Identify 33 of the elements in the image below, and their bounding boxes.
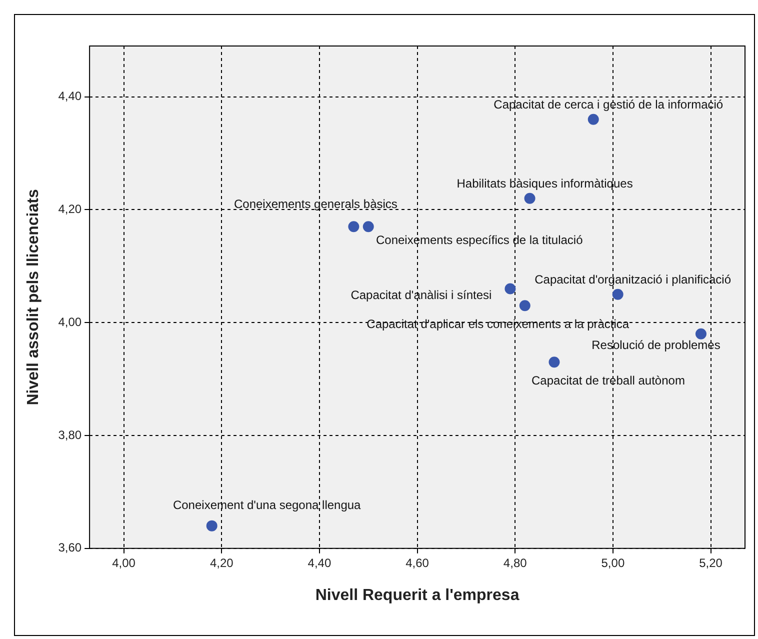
y-tick-label: 4,00 xyxy=(58,314,82,329)
x-tick-label: 4,40 xyxy=(308,556,332,570)
x-tick-label: 4,00 xyxy=(112,556,136,570)
y-tick-label: 3,80 xyxy=(58,428,82,442)
point xyxy=(548,356,560,368)
annotation: Capacitat d'anàlisi i síntesi xyxy=(350,288,492,302)
x-tick-label: 4,60 xyxy=(406,556,430,570)
point xyxy=(504,283,516,294)
y-tick-label: 3,60 xyxy=(58,540,82,555)
point xyxy=(519,300,530,312)
point xyxy=(612,288,624,300)
annotation: Habilitats bàsiques informàtiques xyxy=(456,176,633,191)
annotation: Capacitat de cerca i gestió de la informació xyxy=(494,98,724,112)
annotation: Coneixements específics de la titulació xyxy=(376,232,584,247)
point xyxy=(206,520,218,532)
x-axis-title: Nivell Requerit a l'empresa xyxy=(315,586,520,604)
annotation: Capacitat d'organització i planificació xyxy=(534,272,732,287)
x-tick-label: 4,80 xyxy=(503,556,528,570)
x-tick-label: 5,00 xyxy=(601,556,625,570)
y-tick-label: 4,20 xyxy=(58,202,82,216)
point xyxy=(524,192,536,204)
annotation: Coneixement d'una segona llengua xyxy=(172,498,362,512)
x-tick-label: 5,20 xyxy=(699,556,723,570)
annotation: Coneixements generals bàsics xyxy=(234,196,398,211)
point xyxy=(362,221,374,232)
point xyxy=(588,114,599,125)
x-tick-label: 4,20 xyxy=(210,556,234,570)
y-axis-title: Nivell assolit pels llicenciats xyxy=(25,189,42,406)
y-tick-label: 4,40 xyxy=(58,89,82,104)
point xyxy=(695,328,706,340)
point xyxy=(348,221,360,232)
annotation: Resolució de problemes xyxy=(592,338,720,352)
annotation: Capacitat de treball autònom xyxy=(532,373,685,388)
